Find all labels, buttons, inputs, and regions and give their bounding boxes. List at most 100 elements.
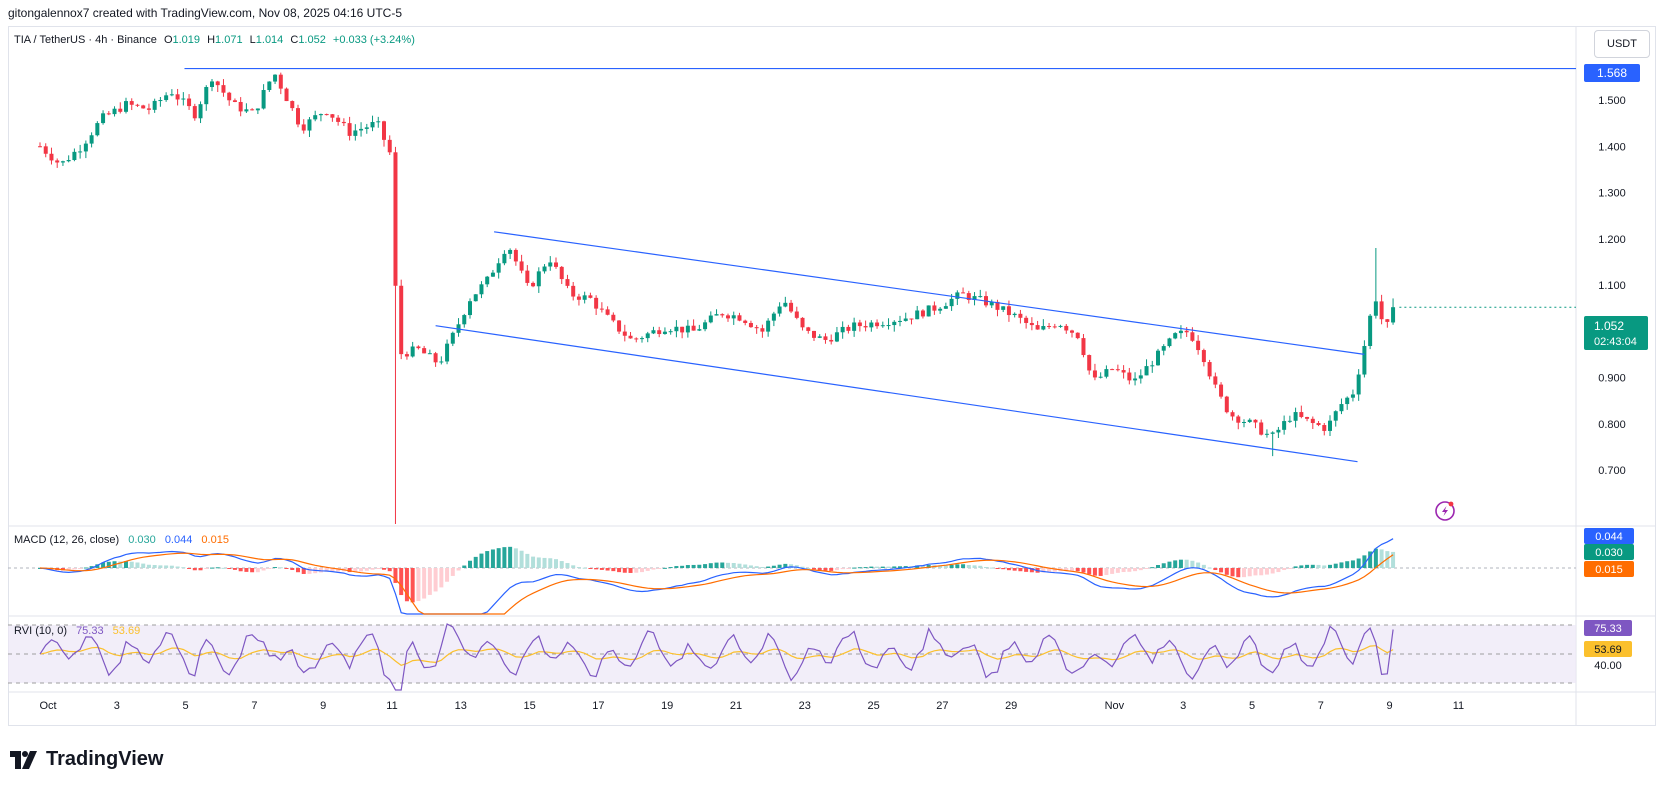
macd-histogram-bar <box>582 567 587 569</box>
macd-histogram-bar <box>995 568 1000 569</box>
macd-histogram-bar <box>1018 568 1023 572</box>
candle-body <box>66 160 71 162</box>
macd-value-badge-label: 0.030 <box>1595 547 1623 559</box>
candle-body <box>760 328 765 332</box>
macd-histogram-bar <box>617 568 622 573</box>
macd-legend[interactable]: MACD (12, 26, close) 0.030 0.044 0.015 <box>14 534 229 546</box>
macd-histogram-bar <box>978 565 983 568</box>
candle-body <box>427 353 432 355</box>
candle-body <box>834 332 839 342</box>
candle-body <box>1110 369 1115 371</box>
candle-body <box>880 325 885 327</box>
candle-body <box>599 308 604 310</box>
candle-body <box>284 88 289 102</box>
rvi-value: 75.33 <box>76 625 104 637</box>
macd-histogram-bar <box>846 568 851 569</box>
candle-body <box>353 130 358 136</box>
candle-body <box>1018 313 1023 318</box>
candle-body <box>72 151 77 161</box>
macd-histogram-bar <box>422 568 427 599</box>
candle-body <box>404 354 409 357</box>
candle-body <box>892 321 897 326</box>
channel-lower-line <box>435 325 1358 463</box>
candle-body <box>1081 338 1086 356</box>
macd-histogram-bar <box>1041 568 1046 573</box>
time-tick-label: 25 <box>867 700 879 712</box>
candle-body <box>531 282 536 287</box>
macd-histogram-bar <box>875 566 880 568</box>
macd-histogram-bar <box>290 568 295 571</box>
price-tick-label: 1.200 <box>1598 234 1626 246</box>
candle-body <box>989 301 994 306</box>
macd-histogram-bar <box>548 558 553 568</box>
macd-histogram-bar <box>215 567 220 569</box>
macd-histogram-bar <box>164 565 169 568</box>
drawing-annotations <box>184 67 1576 463</box>
candle-body <box>1029 322 1034 326</box>
time-tick-label: 9 <box>1387 700 1393 712</box>
candle-body <box>1270 432 1275 434</box>
alert-bolt-icon[interactable] <box>1435 501 1455 521</box>
macd-histogram-bar <box>496 548 501 568</box>
candle-body <box>794 311 799 318</box>
candle-body <box>118 108 123 112</box>
candle-body <box>932 305 937 311</box>
macd-hist-badge <box>1584 561 1634 577</box>
candle-body <box>1322 425 1327 431</box>
candle-body <box>674 326 679 332</box>
candle-body <box>955 292 960 299</box>
macd-histogram-bar <box>508 546 513 568</box>
rvi-legend[interactable]: RVI (10, 0) 75.33 53.69 <box>14 625 140 637</box>
candle-body <box>135 104 140 106</box>
macd-histogram-bar <box>1242 568 1246 578</box>
macd-histogram-bar <box>89 566 94 568</box>
candle-body <box>1041 326 1046 330</box>
macd-histogram-bar <box>135 562 140 568</box>
candle-body <box>101 113 106 124</box>
candle-body <box>737 315 742 321</box>
candle-body <box>645 333 650 339</box>
candle-body <box>238 101 243 112</box>
candle-body <box>1138 375 1143 379</box>
candle-body <box>525 270 530 283</box>
candle-body <box>571 285 576 297</box>
candle-body <box>1190 332 1195 341</box>
macd-histogram-bar <box>1184 559 1189 568</box>
candle-body <box>399 285 404 355</box>
macd-histogram-bar <box>542 557 547 568</box>
macd-title: MACD (12, 26, close) <box>14 534 120 546</box>
currency-unit-button[interactable]: USDT <box>1594 30 1650 58</box>
macd-histogram-bar <box>594 568 599 570</box>
macd-histogram-bar <box>301 568 306 574</box>
candle-body <box>43 146 48 154</box>
level-badge-label: 1.568 <box>1597 66 1627 80</box>
macd-histogram-bar <box>439 568 444 588</box>
candle-body <box>164 95 169 101</box>
macd-histogram-bar <box>370 568 375 570</box>
candle-body <box>106 113 111 115</box>
time-tick-label: 3 <box>1180 700 1186 712</box>
candle-body <box>536 271 541 287</box>
macd-histogram-bar <box>1104 568 1109 575</box>
candle-body <box>777 306 782 314</box>
candle-body <box>680 326 685 333</box>
candle-body <box>502 253 507 264</box>
macd-histogram-bar <box>353 568 358 572</box>
high-value: 1.071 <box>215 34 243 46</box>
time-tick-label: 15 <box>523 700 535 712</box>
candle-body <box>1133 378 1138 381</box>
candle-body <box>559 266 564 280</box>
macd-histogram-bar <box>1081 568 1086 573</box>
candle-body <box>1305 416 1310 419</box>
candle-body <box>754 327 759 329</box>
macd-histogram-bar <box>989 567 994 569</box>
macd-histogram-bar <box>72 568 77 570</box>
symbol-title[interactable]: TIA / TetherUS · 4h · Binance <box>14 34 157 46</box>
tradingview-logo[interactable]: TradingView <box>10 748 163 771</box>
price-tick-label: 0.900 <box>1598 373 1626 385</box>
macd-histogram-bar <box>668 567 673 569</box>
low-value: 1.014 <box>255 34 284 46</box>
candle-body <box>1213 376 1218 385</box>
candle-body <box>250 109 255 111</box>
